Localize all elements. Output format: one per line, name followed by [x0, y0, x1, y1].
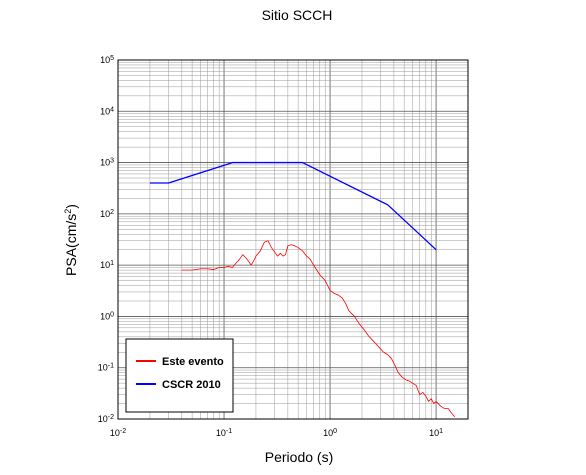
- chart-title: Sitio SCCH: [262, 7, 333, 23]
- y-tick-label: 103: [100, 157, 114, 168]
- series-line-este-evento: [181, 240, 456, 418]
- legend-box: [125, 338, 234, 413]
- x-tick-label: 10-2: [110, 428, 126, 439]
- y-axis-label-base: PSA(cm/s: [63, 214, 79, 276]
- tick-labels: 10-2 10-1 100 101 10-2 10-1 100 101 102 103 104 105: [98, 55, 443, 439]
- y-tick-label: 105: [100, 55, 114, 66]
- series-group: [149, 161, 456, 418]
- y-axis-label-sup: 2: [63, 209, 73, 214]
- y-tick-label: 10-1: [98, 362, 114, 373]
- series-line-cscr-2010: [149, 161, 437, 251]
- y-tick-label: 101: [100, 260, 114, 271]
- y-axis-label: PSA(cm/s2): [63, 204, 79, 276]
- legend: Este evento CSCR 2010: [125, 338, 234, 413]
- x-tick-label: 101: [429, 428, 443, 439]
- y-tick-label: 104: [100, 106, 114, 117]
- x-axis-label: Periodo (s): [265, 449, 333, 465]
- y-tick-label: 102: [100, 208, 114, 219]
- plot-frame: [117, 59, 469, 420]
- y-axis-label-end: ): [63, 204, 79, 209]
- y-tick-label: 10-2: [98, 414, 114, 425]
- legend-label-cscr-2010: CSCR 2010: [162, 379, 221, 391]
- x-tick-label: 100: [323, 428, 337, 439]
- legend-label-este-evento: Este evento: [162, 356, 224, 368]
- x-tick-label: 10-1: [216, 428, 232, 439]
- y-tick-label: 100: [100, 311, 114, 322]
